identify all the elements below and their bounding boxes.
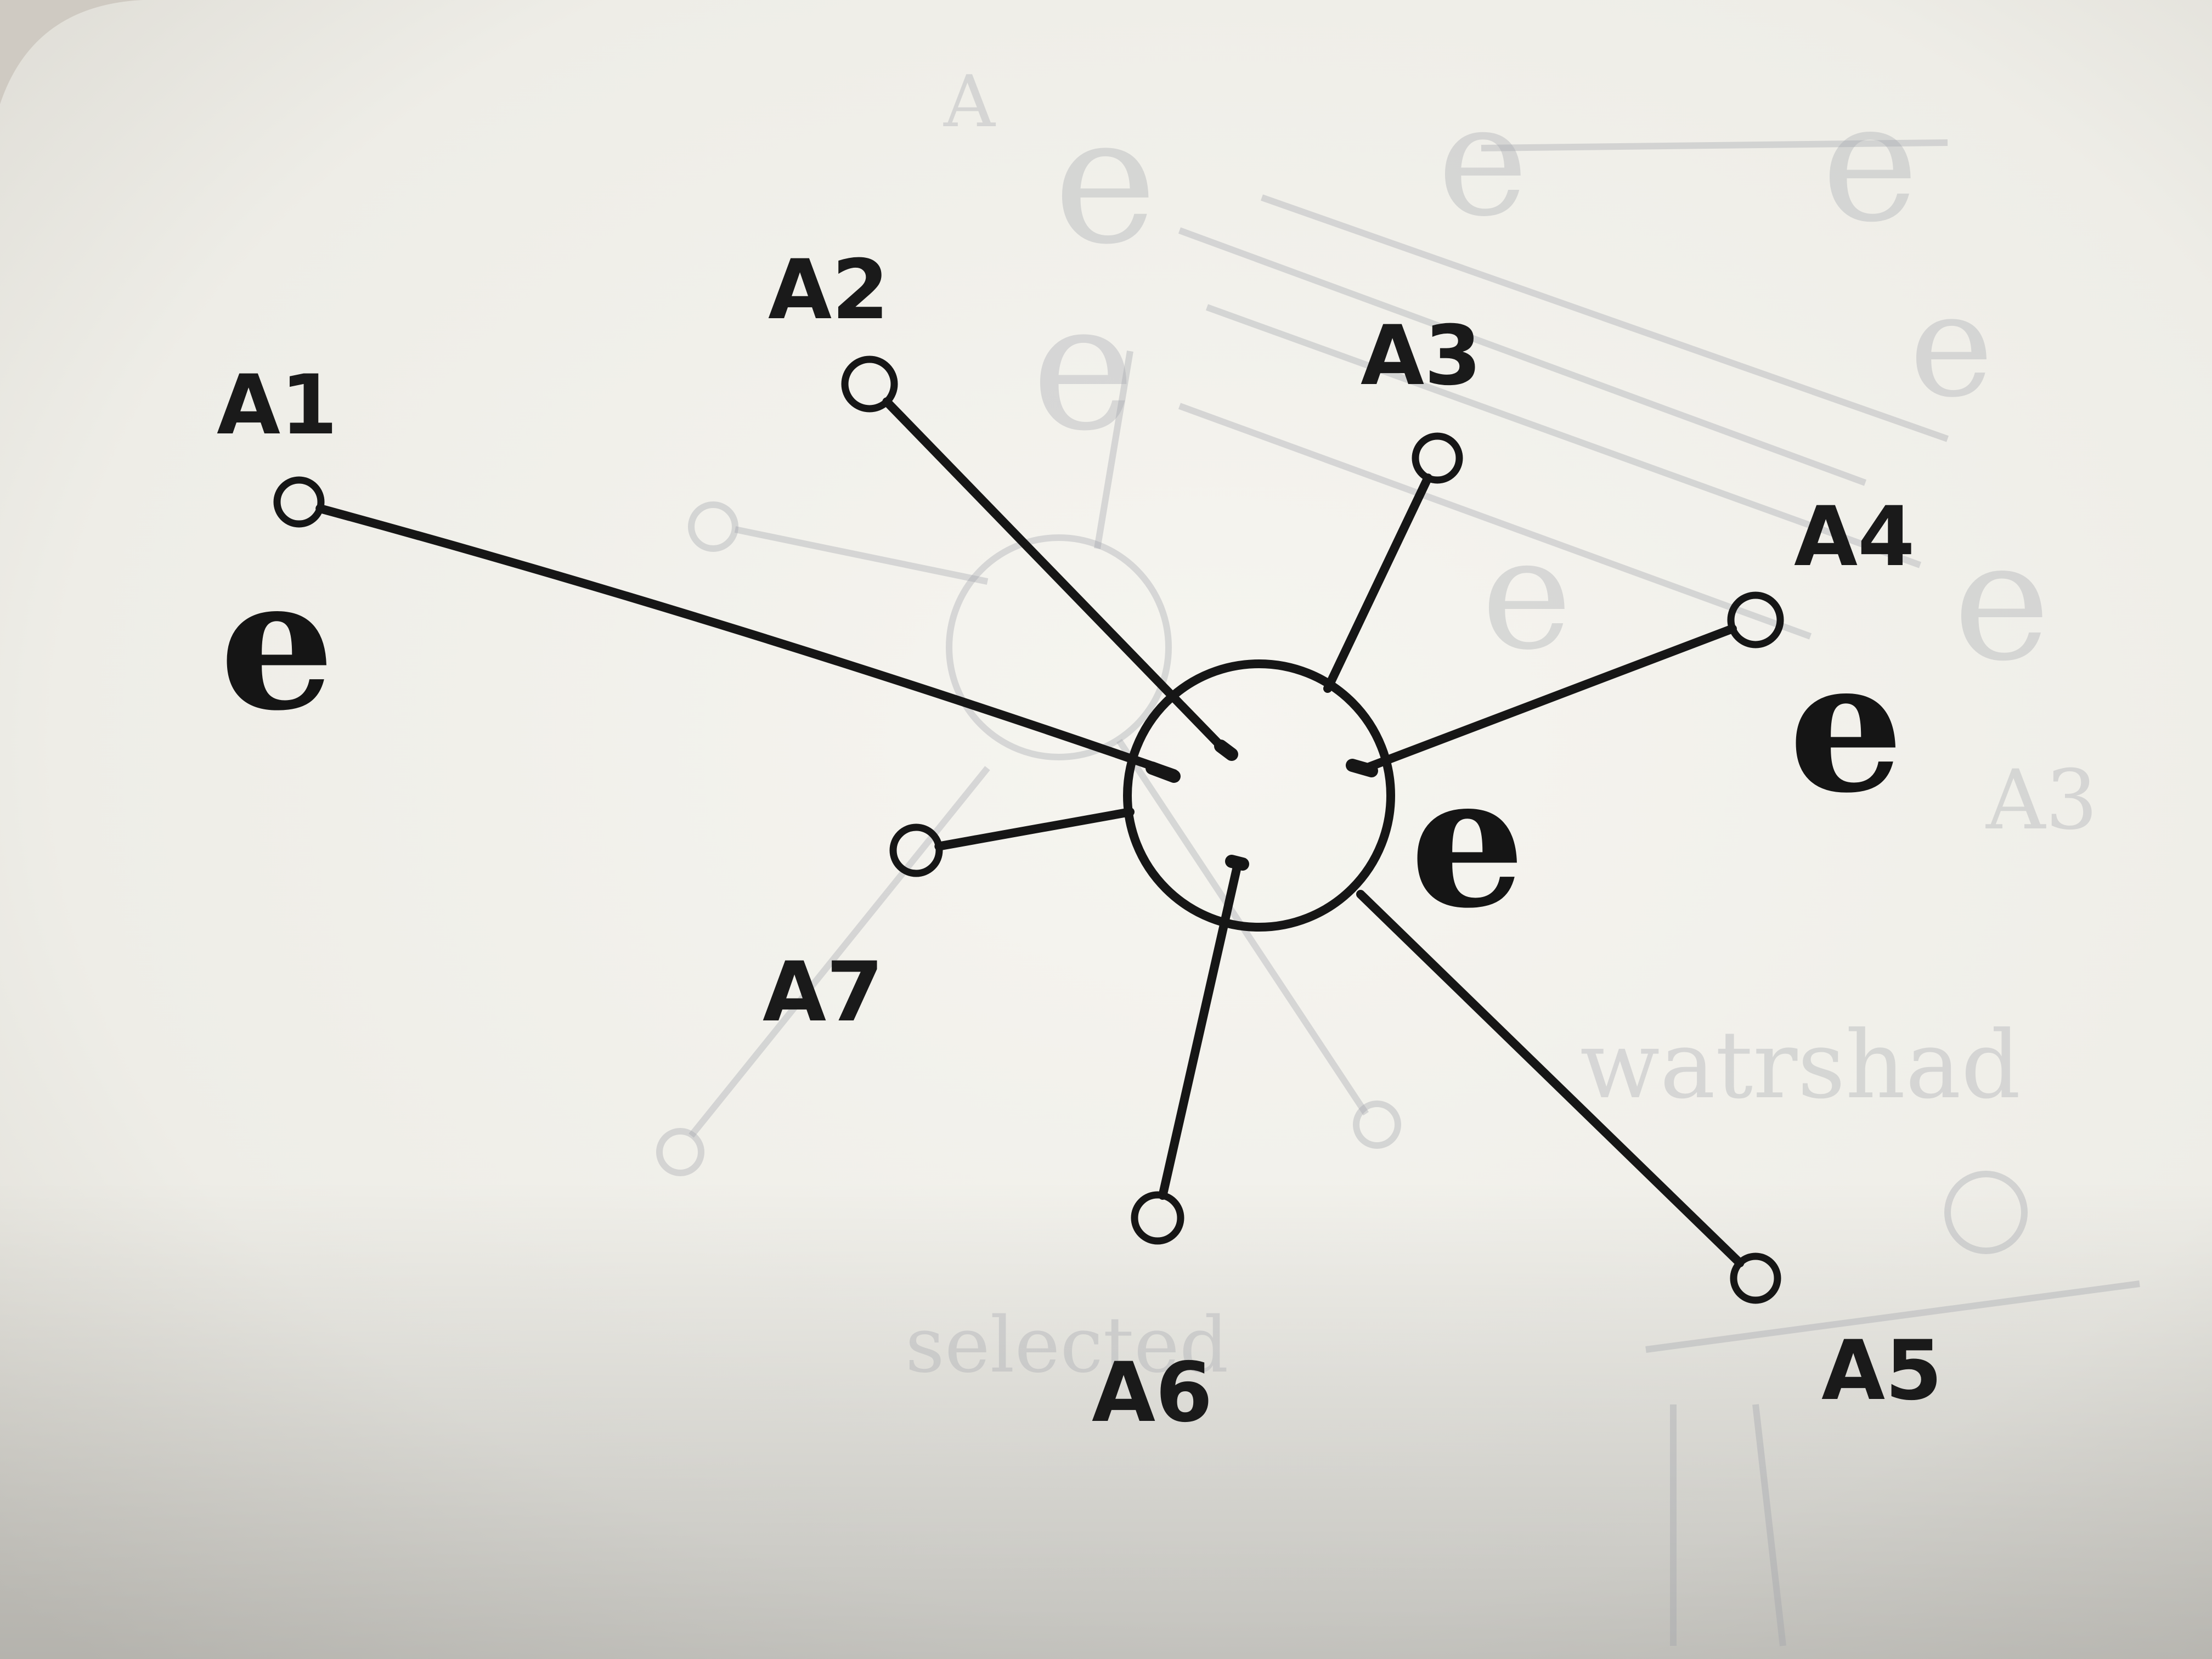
- node-a4-e-mark: e: [1788, 620, 1904, 833]
- hub-e-label: e: [1410, 735, 1525, 948]
- node-a7-label: A7: [763, 945, 883, 1040]
- edge-hub-a4: [1362, 624, 1737, 772]
- node-a2-terminal: [841, 356, 898, 413]
- node-a1-e-mark: e: [219, 538, 335, 751]
- svg-text:e: e: [1437, 72, 1528, 251]
- hub-port-a4: [1346, 759, 1378, 777]
- hub-circle: [1123, 659, 1395, 932]
- hub-port-a6: [1225, 855, 1249, 871]
- paper-shadow: [0, 1180, 2212, 1659]
- edges: [273, 356, 1784, 1304]
- node-a4-label: A4: [1794, 489, 1915, 585]
- edge-hub-a2: [882, 397, 1233, 759]
- svg-text:e: e: [1481, 505, 1572, 684]
- node-a1-terminal: [273, 476, 325, 528]
- svg-text:e: e: [1953, 506, 2051, 697]
- svg-text:selected: selected: [905, 1301, 1228, 1390]
- node-labels: A1 e A2 A3 A4 e A5 A6 A7: [217, 242, 1942, 1441]
- node-a5-label: A5: [1821, 1323, 1942, 1419]
- svg-text:e: e: [1053, 79, 1157, 283]
- svg-text:watrshad: watrshad: [1580, 1011, 2021, 1120]
- node-a3-label: A3: [1361, 308, 1481, 404]
- edge-hub-a1: [315, 504, 1178, 778]
- node-a7-terminal: [889, 823, 943, 877]
- svg-text:e: e: [1821, 67, 1919, 258]
- node-a1-label: A1: [217, 358, 337, 453]
- svg-text:e: e: [1031, 266, 1135, 470]
- node-a4-terminal: [1727, 591, 1784, 648]
- edge-hub-a3: [1323, 473, 1432, 693]
- hub-port-a2: [1214, 740, 1238, 761]
- edge-hub-a6: [1158, 862, 1242, 1200]
- node-a3-terminal: [1412, 432, 1463, 484]
- svg-text:A: A: [943, 60, 996, 143]
- node-a6-terminal: [1131, 1191, 1184, 1245]
- hub-port-a1: [1146, 761, 1181, 783]
- svg-text:e: e: [1909, 263, 1994, 429]
- svg-text:A3: A3: [1985, 753, 2098, 848]
- node-a6-label: A6: [1092, 1345, 1212, 1441]
- edge-hub-a7: [934, 808, 1135, 851]
- hub-node: e: [1123, 659, 1525, 948]
- bleed-through: e e e e e e e A A3 watrshad selected: [656, 60, 2140, 1646]
- node-a5-terminal: [1730, 1252, 1781, 1304]
- node-a2-label: A2: [768, 242, 889, 338]
- edge-hub-a5: [1356, 890, 1745, 1268]
